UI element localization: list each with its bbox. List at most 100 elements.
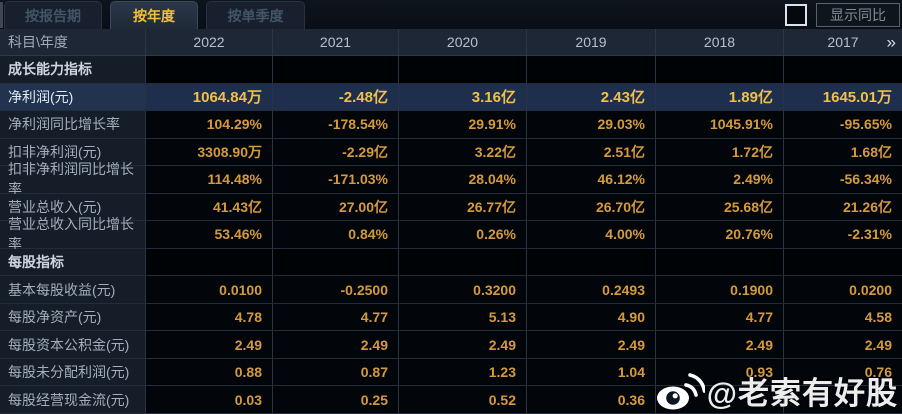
value-cell: 28.04% bbox=[399, 166, 527, 193]
value-cell: 4.90 bbox=[527, 303, 656, 331]
table-row[interactable]: 每股净资产(元) 4.78 4.77 5.13 4.90 4.77 4.58 bbox=[0, 303, 902, 332]
value-cell: -0.2500 bbox=[273, 276, 399, 303]
value-cell bbox=[527, 248, 656, 276]
value-cell: 26.70亿 bbox=[527, 193, 656, 221]
value-cell: 29.91% bbox=[399, 111, 527, 138]
section-row: 每股指标 bbox=[0, 248, 902, 277]
value-cell: 26.77亿 bbox=[399, 193, 527, 221]
value-cell: 3.22亿 bbox=[399, 138, 527, 166]
period-tabbar: 按报告期 按年度 按单季度 显示同比 bbox=[0, 0, 902, 29]
corner-header: 科目\年度 bbox=[0, 29, 146, 55]
value-cell: 25.68亿 bbox=[656, 193, 784, 221]
value-cell: 2.49% bbox=[656, 166, 784, 193]
table-row[interactable]: 净利润同比增长率 104.29% -178.54% 29.91% 29.03% 1045.… bbox=[0, 111, 902, 139]
value-cell: 4.77 bbox=[656, 303, 784, 331]
value-cell bbox=[273, 248, 399, 276]
value-cell: 2.49 bbox=[784, 331, 902, 358]
row-label: 扣非净利润同比增长率 bbox=[0, 161, 146, 197]
show-yoy-button[interactable]: 显示同比 bbox=[816, 2, 900, 27]
table-row[interactable]: 每股经营现金流(元) 0.03 0.25 0.52 0.36 bbox=[0, 386, 902, 414]
value-cell bbox=[399, 248, 527, 276]
more-columns-icon[interactable]: » bbox=[886, 32, 896, 52]
table-row[interactable]: 营业总收入(元) 41.43亿 27.00亿 26.77亿 26.70亿 25.68亿 21… bbox=[0, 193, 902, 222]
value-cell bbox=[146, 56, 273, 83]
value-cell: 0.3200 bbox=[399, 276, 527, 303]
value-cell: -178.54% bbox=[273, 111, 399, 138]
section-row: 成长能力指标 bbox=[0, 56, 902, 84]
value-cell: 0.52 bbox=[399, 386, 527, 413]
value-cell: 0.36 bbox=[527, 386, 656, 413]
value-cell: 104.29% bbox=[146, 111, 273, 138]
table-row[interactable]: 基本每股收益(元) 0.0100 -0.2500 0.3200 0.2493 0.1900… bbox=[0, 276, 902, 304]
value-cell: 1.89亿 bbox=[656, 83, 784, 111]
tab-by-quarter[interactable]: 按单季度 bbox=[206, 1, 305, 29]
value-cell: 46.12% bbox=[527, 166, 656, 193]
year-label: 2019 bbox=[575, 34, 607, 50]
tab-by-report-period[interactable]: 按报告期 bbox=[4, 1, 102, 29]
value-cell: 1064.84万 bbox=[146, 83, 273, 111]
row-label: 净利润(元) bbox=[0, 83, 146, 111]
table-body: 成长能力指标 净利润(元) 1064.84万 -2.48亿 3.16亿 2.43亿 1.89… bbox=[0, 56, 902, 414]
value-cell: 4.77 bbox=[273, 303, 399, 331]
value-cell bbox=[146, 248, 273, 276]
table-row[interactable]: 扣非净利润同比增长率 114.48% -171.03% 28.04% 46.12% 2.4… bbox=[0, 161, 902, 197]
table-row[interactable]: 扣非净利润(元) 3308.90万 -2.29亿 3.22亿 2.51亿 1.72亿 1.6… bbox=[0, 138, 902, 167]
value-cell bbox=[656, 386, 784, 413]
value-cell bbox=[784, 56, 902, 83]
year-label: 2018 bbox=[703, 34, 736, 50]
value-cell: 1.04 bbox=[527, 358, 656, 386]
value-cell: -171.03% bbox=[273, 166, 399, 193]
value-cell: 27.00亿 bbox=[273, 193, 399, 221]
value-cell: -56.34% bbox=[784, 166, 902, 193]
value-cell: 2.49 bbox=[399, 331, 527, 358]
row-label: 扣非净利润(元) bbox=[0, 138, 146, 166]
year-column-header: 2018 bbox=[656, 29, 784, 55]
table-row[interactable]: 每股未分配利润(元) 0.88 0.87 1.23 1.04 0.93 0.76 bbox=[0, 358, 902, 387]
value-cell: 53.46% bbox=[146, 221, 273, 248]
table-header-row: 科目\年度 2022 2021 2020 2019 2018 2017 » bbox=[0, 29, 902, 56]
year-column-header: 2022 bbox=[146, 29, 273, 55]
value-cell: 2.49 bbox=[656, 331, 784, 358]
value-cell: 2.49 bbox=[273, 331, 399, 358]
value-cell: 0.76 bbox=[784, 358, 902, 386]
value-cell: 0.1900 bbox=[656, 276, 784, 303]
value-cell: -95.65% bbox=[784, 111, 902, 138]
table-row[interactable]: 每股资本公积金(元) 2.49 2.49 2.49 2.49 2.49 2.49 bbox=[0, 331, 902, 359]
row-label: 成长能力指标 bbox=[0, 56, 146, 83]
value-cell: 0.88 bbox=[146, 358, 273, 386]
value-cell: 2.43亿 bbox=[527, 83, 656, 111]
row-label: 每股资本公积金(元) bbox=[0, 331, 146, 358]
value-cell: 4.00% bbox=[527, 221, 656, 248]
value-cell: 0.0200 bbox=[784, 276, 902, 303]
row-label: 净利润同比增长率 bbox=[0, 111, 146, 138]
table-row[interactable]: 净利润(元) 1064.84万 -2.48亿 3.16亿 2.43亿 1.89亿 1645.… bbox=[0, 83, 902, 112]
row-label: 每股净资产(元) bbox=[0, 303, 146, 331]
row-label: 基本每股收益(元) bbox=[0, 276, 146, 303]
tab-by-year[interactable]: 按年度 bbox=[110, 1, 198, 29]
value-cell bbox=[527, 56, 656, 83]
value-cell: 0.87 bbox=[273, 358, 399, 386]
value-cell: 1645.01万 bbox=[784, 83, 902, 111]
year-label: 2022 bbox=[193, 34, 225, 50]
value-cell: 0.26% bbox=[399, 221, 527, 248]
year-label: 2021 bbox=[319, 34, 352, 50]
value-cell bbox=[784, 248, 902, 276]
show-yoy-checkbox[interactable] bbox=[785, 3, 807, 26]
year-column-header: 2019 bbox=[527, 29, 656, 55]
year-column-header: 2021 bbox=[273, 29, 399, 55]
value-cell: 21.26亿 bbox=[784, 193, 902, 221]
value-cell: 41.43亿 bbox=[146, 193, 273, 221]
value-cell bbox=[399, 56, 527, 83]
table-row[interactable]: 营业总收入同比增长率 53.46% 0.84% 0.26% 4.00% 20.76% -2.… bbox=[0, 216, 902, 252]
value-cell: 1.23 bbox=[399, 358, 527, 386]
value-cell: 29.03% bbox=[527, 111, 656, 138]
value-cell bbox=[784, 386, 902, 413]
year-column-header: 2017 » bbox=[784, 29, 902, 55]
value-cell: 1.68亿 bbox=[784, 138, 902, 166]
value-cell: 4.78 bbox=[146, 303, 273, 331]
value-cell: 1045.91% bbox=[656, 111, 784, 138]
value-cell: 0.25 bbox=[273, 386, 399, 413]
value-cell: 20.76% bbox=[656, 221, 784, 248]
value-cell: 0.0100 bbox=[146, 276, 273, 303]
value-cell bbox=[656, 56, 784, 83]
